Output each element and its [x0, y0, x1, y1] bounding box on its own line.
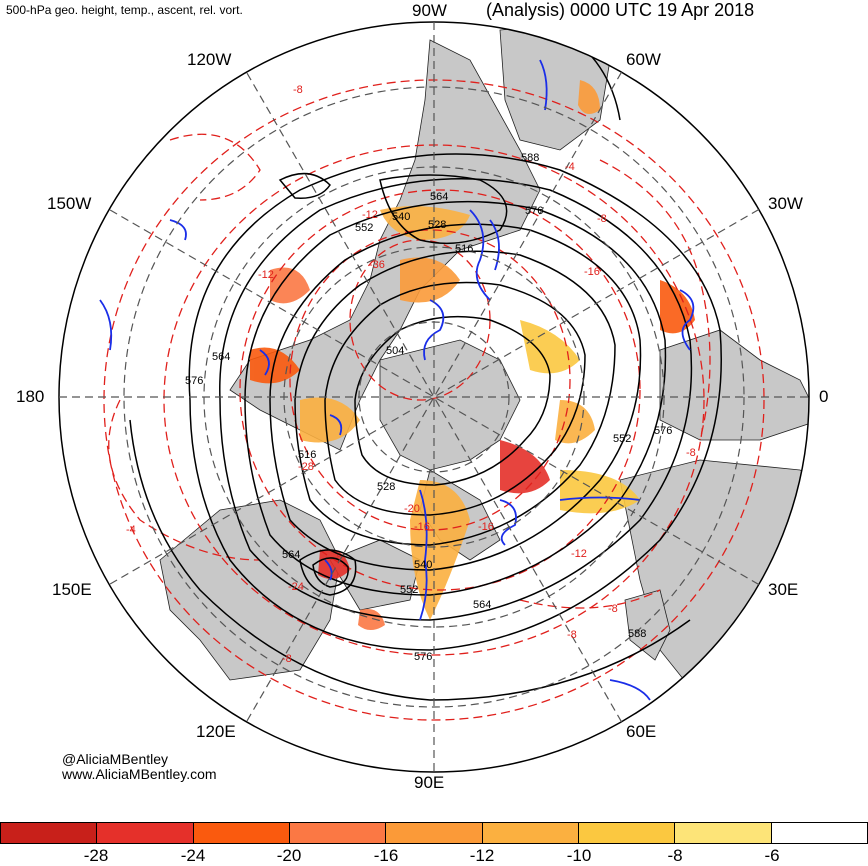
height-label: 516 [298, 449, 316, 461]
vort-label: -12 [258, 269, 274, 281]
colorbar-swatch [482, 822, 579, 844]
height-label: 576 [414, 651, 432, 663]
height-label: 588 [628, 628, 646, 640]
height-contours [129, 29, 722, 701]
colorbar-tick: -28 [83, 846, 109, 865]
vort-label: -36 [369, 259, 385, 271]
height-label: 540 [392, 211, 410, 223]
lon-label-150w: 150W [47, 194, 92, 213]
colorbar-swatch [386, 822, 483, 844]
height-label: 576 [525, 205, 543, 217]
lon-label-60w: 60W [626, 50, 661, 69]
height-label: 528 [428, 219, 446, 231]
height-label: 564 [473, 599, 491, 611]
colorbar-tick: -10 [566, 846, 592, 865]
lon-label-120w: 120W [187, 50, 232, 69]
vort-label: -8 [686, 447, 696, 459]
colorbar-swatch [193, 822, 290, 844]
colorbar-tick: -24 [180, 846, 206, 865]
vort-label: -24 [288, 581, 304, 593]
vort-labels: -8 -4 -8 -12 -16 -12 -36 -28 -8 -8 -16 -… [126, 84, 696, 665]
height-label: 540 [414, 559, 432, 571]
colorbar-swatch [97, 822, 194, 844]
credit-website: www.AliciaMBentley.com [62, 766, 217, 782]
credit-handle: @AliciaMBentley [62, 751, 169, 767]
lon-label-90w: 90W [412, 1, 447, 20]
lon-label-30w: 30W [768, 194, 803, 213]
vort-label: -8 [597, 213, 607, 225]
vort-label: -4 [126, 524, 136, 536]
vort-label: -8 [293, 84, 303, 96]
height-label: 564 [282, 549, 300, 561]
vort-label: -8 [567, 629, 577, 641]
colorbar-swatch [578, 822, 676, 844]
height-label: 552 [613, 433, 631, 445]
vort-label: -16 [478, 521, 494, 533]
lon-label-30e: 30E [768, 580, 799, 599]
height-label: 576 [185, 375, 203, 387]
lon-label-60e: 60E [626, 722, 657, 741]
vort-label: -8 [282, 653, 292, 665]
lon-label-180: 180 [16, 387, 45, 406]
vort-label: -16 [584, 266, 600, 278]
vort-label: -4 [565, 161, 575, 173]
colorbar-swatch [289, 822, 387, 844]
colorbar [0, 822, 868, 844]
meridians [59, 22, 809, 772]
lon-label-0: 0 [819, 387, 829, 406]
colorbar-tick: -12 [469, 846, 495, 865]
vort-label: -8 [608, 603, 618, 615]
colorbar-swatch [675, 822, 772, 844]
height-label: 552 [400, 584, 418, 596]
colorbar-tick: -20 [276, 846, 302, 865]
height-label: 588 [521, 152, 539, 164]
height-label: 504 [386, 345, 404, 357]
height-labels: 564 540 528 552 516 588 576 564 576 504 … [185, 152, 672, 663]
colorbar-tick: -8 [667, 846, 683, 865]
ascent-contours [99, 59, 695, 701]
vort-label: -20 [404, 503, 420, 515]
vort-label: -12 [362, 209, 378, 221]
colorbar-tick: -16 [373, 846, 399, 865]
lon-label-150e: 150E [52, 580, 92, 599]
vort-label: -28 [298, 461, 314, 473]
map-title: (Analysis) 0000 UTC 19 Apr 2018 [486, 0, 755, 20]
height-label: 576 [654, 425, 672, 437]
colorbar-swatch [771, 822, 868, 844]
height-label: 564 [430, 191, 448, 203]
colorbar-tick: -6 [764, 846, 780, 865]
height-label: 516 [455, 243, 473, 255]
map-subtitle: 500-hPa geo. height, temp., ascent, rel.… [6, 3, 243, 17]
lon-label-90e: 90E [414, 773, 445, 792]
vort-label: -16 [414, 521, 430, 533]
lon-label-120e: 120E [196, 722, 236, 741]
height-label: 528 [377, 481, 395, 493]
vorticity-shading [250, 80, 695, 630]
vort-label: -12 [571, 548, 587, 560]
colorbar-swatch [0, 822, 98, 844]
height-label: 552 [355, 222, 373, 234]
height-label: 564 [212, 351, 230, 363]
